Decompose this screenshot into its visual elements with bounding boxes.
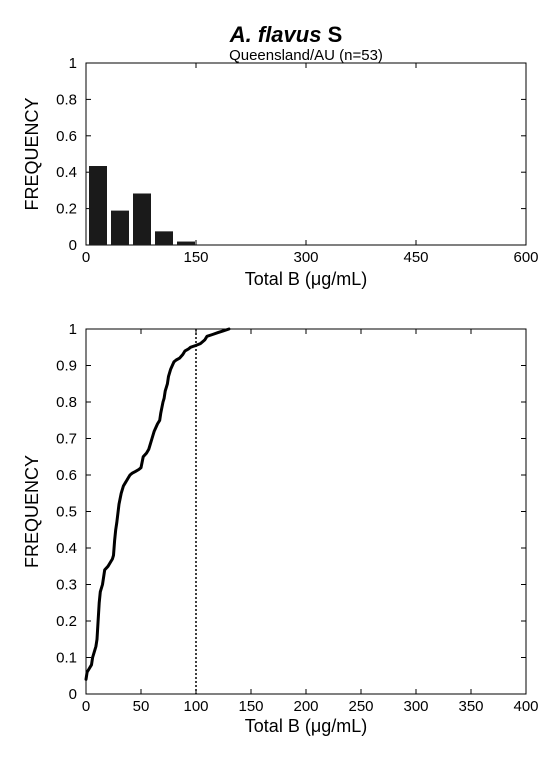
y-tick-label: 0.3 <box>56 577 77 594</box>
x-tick-label: 600 <box>513 249 538 266</box>
x-tick-label: 250 <box>348 698 373 715</box>
y-tick-label: 0.9 <box>56 358 77 375</box>
histogram-chart: 0 150 300 450 600 0 0.2 0.4 0.6 0.8 1 Total B (μg/m… <box>22 47 539 289</box>
x-tick-label: 300 <box>403 698 428 715</box>
chart-subtitle: Queensland/AU (n=53) <box>229 47 383 64</box>
y-tick-label: 0.1 <box>56 650 77 667</box>
y-tick-label: 0.4 <box>56 164 77 181</box>
y-tick-label: 0.2 <box>56 613 77 630</box>
x-tick-label: 300 <box>293 249 318 266</box>
y-tick-label: 1 <box>69 321 77 338</box>
plot-frame <box>85 62 527 246</box>
histogram-bar <box>155 231 173 245</box>
y-tick-label: 0.6 <box>56 128 77 145</box>
histogram-bar <box>111 210 129 245</box>
x-tick-label: 450 <box>403 249 428 266</box>
figure-title-italic: A. flavus <box>229 22 322 47</box>
figure-title-rest: S <box>321 22 342 47</box>
x-tick-label: 0 <box>82 249 90 266</box>
x-tick-label: 150 <box>238 698 263 715</box>
y-axis-label: FREQUENCY <box>22 455 42 568</box>
x-tick-label: 350 <box>458 698 483 715</box>
x-tick-label: 400 <box>513 698 538 715</box>
x-axis-label: Total B (μg/mL) <box>245 269 367 289</box>
x-tick-label: 100 <box>183 698 208 715</box>
histogram-bar <box>133 193 151 245</box>
y-tick-label: 0 <box>69 686 77 703</box>
y-tick-label: 0.8 <box>56 91 77 108</box>
histogram-bar <box>177 241 195 245</box>
y-tick-label: 1 <box>69 55 77 72</box>
x-tick-label: 0 <box>82 698 90 715</box>
x-tick-label: 150 <box>183 249 208 266</box>
cumulative-frequency-chart: 0 50 100 150 200 250 300 350 400 0 0.1 0.2 0.3 0.4 0.5… <box>22 321 539 736</box>
x-axis-label: Total B (μg/mL) <box>245 716 367 736</box>
y-tick-label: 0.6 <box>56 467 77 484</box>
plot-frame <box>85 328 527 695</box>
y-tick-label: 0.8 <box>56 394 77 411</box>
cumulative-frequency-line <box>84 327 231 681</box>
figure-title: A. flavus S <box>229 22 343 47</box>
x-tick-label: 200 <box>293 698 318 715</box>
histogram-bar <box>89 166 107 245</box>
y-tick-label: 0.2 <box>56 201 77 218</box>
y-tick-label: 0 <box>69 237 77 254</box>
y-tick-label: 0.7 <box>56 431 77 448</box>
y-tick-label: 0.4 <box>56 540 77 557</box>
x-tick-label: 50 <box>133 698 150 715</box>
y-axis-label: FREQUENCY <box>22 97 42 210</box>
y-tick-label: 0.5 <box>56 504 77 521</box>
